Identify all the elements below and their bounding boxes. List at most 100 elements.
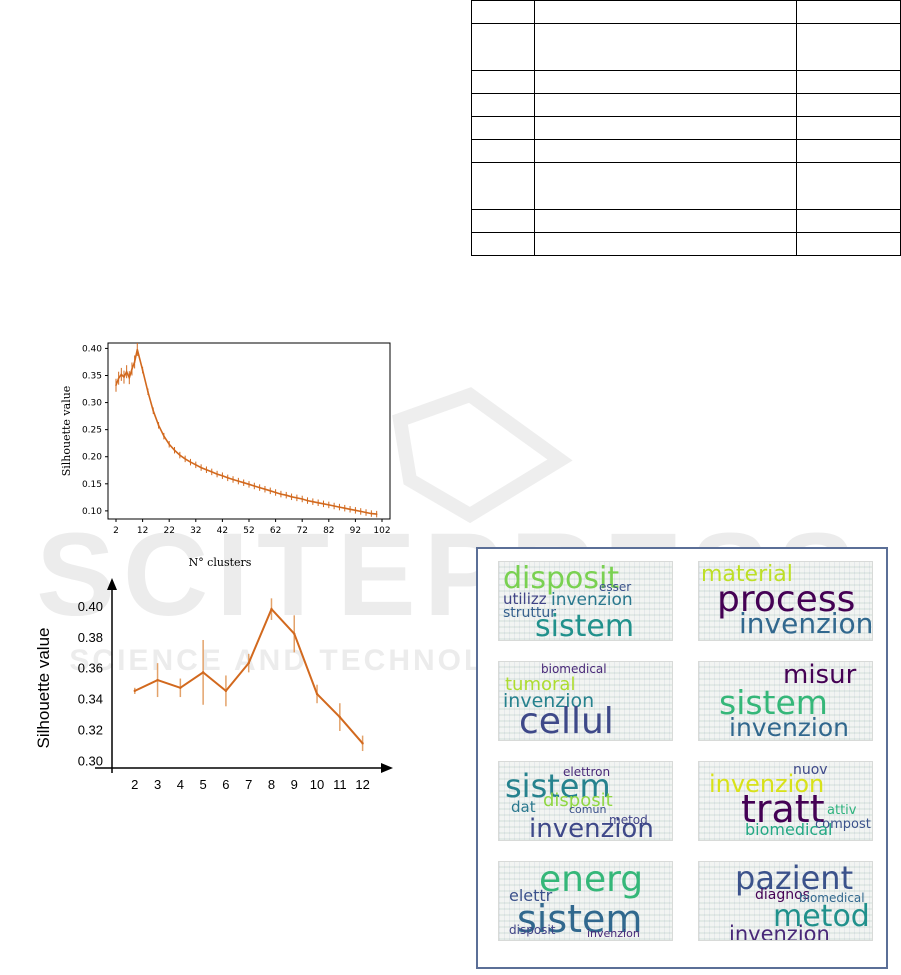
word-cloud-term: disposit	[543, 790, 613, 811]
y-tick-label: 0.25	[82, 426, 102, 436]
y-tick-label: 0.35	[82, 371, 102, 381]
x-tick-label: 32	[190, 526, 201, 536]
table-cell	[470, 162, 536, 210]
table-row	[470, 139, 901, 163]
word-cloud-term: diagnos	[755, 887, 810, 903]
x-tick-label: 8	[268, 777, 275, 792]
word-cloud-term: energ	[539, 861, 644, 900]
word-cloud-term: esser	[599, 580, 632, 594]
word-cloud-panel: disposit esser utilizz invenzion struttur sis…	[476, 547, 888, 969]
y-axis-label: Silhouette value	[34, 628, 53, 749]
plot-frame	[107, 342, 391, 520]
word-cloud: material process invenzion	[698, 561, 873, 641]
table-cell	[795, 116, 901, 140]
word-cloud-term: invenzion	[729, 922, 830, 941]
y-tick-label: 0.20	[82, 453, 102, 463]
word-cloud-term: disposit	[509, 923, 556, 937]
word-cloud-background	[699, 662, 872, 740]
table-cell	[534, 0, 797, 24]
silhouette-chart-overview: 0.10 0.15 0.20 0.25 0.30 0.35 0.40 2 12 22 32 42 52…	[60, 342, 391, 569]
series-line	[134, 607, 364, 744]
word-cloud-term: comun	[569, 803, 607, 816]
table-cell	[470, 70, 536, 94]
word-cloud-term: dat	[511, 798, 536, 816]
y-tick-label: 0.10	[82, 507, 102, 517]
x-tick-label: 10	[310, 777, 324, 792]
y-tick-label: 0.30	[78, 753, 103, 768]
y-tick-label: 0.36	[78, 661, 103, 676]
table-cell	[534, 93, 797, 117]
y-tick-label: 0.38	[78, 630, 103, 645]
x-tick-label: 6	[222, 777, 229, 792]
table-row	[470, 93, 901, 117]
y-tick-label: 0.40	[78, 599, 103, 614]
x-tick-label: 9	[291, 777, 298, 792]
table-cell	[795, 70, 901, 94]
word-cloud-term: material	[701, 562, 793, 587]
word-cloud: biomedical tumoral invenzion cellul	[498, 661, 673, 741]
x-tick-label: 72	[296, 526, 307, 536]
table-cell	[795, 209, 901, 233]
word-cloud-term: sistem	[719, 683, 828, 722]
x-tick-label: 7	[245, 777, 252, 792]
x-tick-label: 62	[270, 526, 281, 536]
word-cloud: misur sistem invenzion	[698, 661, 873, 741]
table-row	[470, 116, 901, 140]
y-tick-label: 0.34	[78, 692, 103, 707]
word-cloud-term: compost	[815, 817, 871, 832]
x-tick-label: 52	[243, 526, 254, 536]
word-cloud-term: misur	[783, 661, 857, 690]
table-cell	[795, 162, 901, 210]
word-cloud-term: utilizz	[503, 590, 547, 608]
word-cloud-term: invenzion	[551, 590, 633, 610]
table-cell	[534, 70, 797, 94]
y-tick-label: 0.30	[82, 399, 102, 409]
word-cloud-term: struttur	[503, 605, 557, 621]
silhouette-chart-zoom: 0.300.320.340.360.380.40 2 3 4 5 6 7 8 9 10 11 12 …	[34, 578, 393, 792]
word-cloud-term: elettr	[509, 886, 553, 905]
watermark-logo-shape	[392, 387, 573, 524]
x-tick-label: 4	[177, 777, 184, 792]
word-cloud-background	[699, 562, 872, 640]
table-cell	[470, 23, 536, 71]
table-row	[470, 70, 901, 94]
word-cloud-background	[499, 662, 672, 740]
word-cloud-term: sistem	[535, 609, 635, 641]
word-cloud-term: metod	[773, 899, 870, 934]
table-cell	[470, 93, 536, 117]
word-cloud-term: elettron	[563, 765, 611, 779]
x-tick-label: 92	[350, 526, 361, 536]
word-cloud-term: disposit	[503, 561, 620, 596]
word-cloud-background	[499, 562, 672, 640]
x-tick-label: 22	[163, 526, 174, 536]
table-row	[470, 23, 901, 71]
x-tick-label: 12	[355, 777, 369, 792]
table-row	[470, 0, 901, 24]
table-cell	[534, 232, 797, 256]
table-cell	[470, 139, 536, 163]
series-line	[115, 349, 377, 515]
table-cell	[795, 23, 901, 71]
table-cell	[470, 232, 536, 256]
x-tick-label: 5	[200, 777, 207, 792]
table-cell	[795, 93, 901, 117]
word-cloud-term: sistem	[505, 767, 611, 805]
word-cloud-term: biomedical	[799, 891, 865, 905]
x-tick-label: 42	[217, 526, 228, 536]
word-cloud-background	[499, 762, 672, 840]
word-cloud-term: cellul	[519, 701, 614, 741]
x-tick-label: 3	[154, 777, 161, 792]
x-tick-label: 11	[333, 777, 347, 792]
table-cell	[534, 209, 797, 233]
y-tick-label: 0.32	[78, 722, 103, 737]
word-cloud-term: tumoral	[505, 674, 576, 695]
table-cell	[795, 232, 901, 256]
x-axis-label: N° clusters	[189, 556, 252, 569]
x-tick-label: 2	[131, 777, 138, 792]
word-cloud-term: invenzion	[587, 927, 640, 940]
word-cloud-term: nuov	[793, 762, 828, 778]
y-tick-label: 0.40	[82, 344, 102, 354]
word-cloud: nuov invenzion tratt attiv compost biomedical	[698, 761, 873, 841]
table-row	[470, 209, 901, 233]
word-cloud-term: process	[717, 579, 856, 620]
